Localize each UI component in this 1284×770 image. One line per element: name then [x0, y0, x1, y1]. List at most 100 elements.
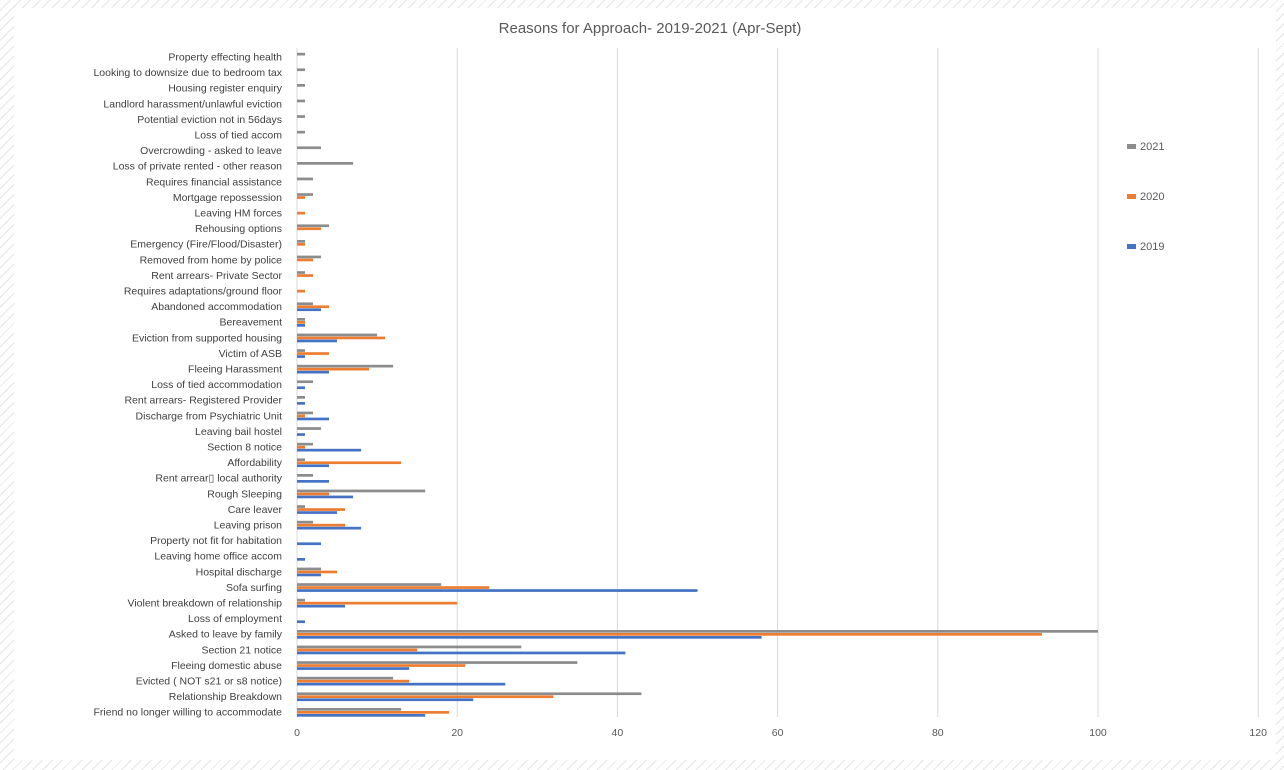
- bar-2019: [297, 433, 306, 436]
- bar-2019: [297, 495, 354, 499]
- bar-2019: [297, 589, 698, 592]
- category-label: Friend no longer willing to accommodate: [93, 707, 282, 719]
- bar-2019: [297, 620, 306, 624]
- category-label: Sofa surfing: [226, 582, 282, 594]
- bar-2019: [297, 573, 322, 577]
- bar-2021: [297, 193, 314, 196]
- bar-2019: [297, 682, 506, 686]
- category-label: Rent arrears- Registered Provider: [124, 395, 282, 407]
- category-label: Evicted ( NOT s21 or s8 notice): [136, 676, 282, 688]
- bar-2021: [297, 583, 442, 586]
- bar-2020: [297, 711, 450, 714]
- category-label: Leaving home office accom: [154, 551, 282, 563]
- bar-2021: [297, 520, 314, 524]
- bar-2021: [297, 411, 314, 415]
- bar-2021: [297, 458, 306, 462]
- bar-2020: [297, 633, 1042, 636]
- bar-2019: [297, 480, 330, 483]
- bar-2020: [297, 274, 314, 277]
- category-label: Fleeing domestic abuse: [171, 660, 282, 672]
- bar-2021: [297, 318, 306, 321]
- bar-2019: [297, 417, 330, 421]
- bar-2021: [297, 68, 306, 72]
- bar-2021: [297, 333, 378, 337]
- x-tick-label: 60: [772, 727, 784, 739]
- bar-2020: [297, 227, 322, 231]
- x-tick-label: 120: [1249, 727, 1267, 739]
- legend-swatch-2021: [1127, 144, 1136, 149]
- bar-2020: [297, 352, 330, 355]
- bar-2021: [297, 567, 322, 571]
- category-label: Relationship Breakdown: [169, 691, 282, 703]
- category-label: Rough Sleeping: [207, 488, 282, 500]
- bar-2019: [297, 667, 410, 670]
- x-tick-label: 80: [932, 727, 944, 739]
- legend-swatch-2019: [1127, 244, 1136, 249]
- bar-2020: [297, 648, 418, 652]
- bar-2019: [297, 511, 338, 514]
- category-label: Care leaver: [228, 504, 283, 516]
- bar-2021: [297, 380, 314, 384]
- category-label: Mortgage repossession: [173, 192, 282, 204]
- gridlines: [296, 48, 1259, 717]
- bar-2020: [297, 243, 306, 246]
- bar-2019: [297, 604, 346, 608]
- category-label: Housing register enquiry: [168, 83, 283, 95]
- bar-2021: [297, 255, 322, 259]
- bar-2019: [297, 636, 762, 639]
- category-label: Looking to downsize due to bedroom tax: [93, 67, 282, 79]
- bar-2021: [297, 349, 306, 352]
- category-label: Rehousing options: [195, 223, 282, 235]
- bar-2021: [297, 177, 314, 181]
- category-label: Eviction from supported housing: [132, 332, 282, 344]
- category-label: Hospital discharge: [196, 566, 283, 578]
- category-label: Leaving bail hostel: [195, 426, 282, 438]
- bar-2020: [297, 196, 306, 199]
- category-label: Landlord harassment/unlawful eviction: [103, 98, 282, 110]
- category-label: Affordability: [227, 457, 282, 469]
- bar-2021: [297, 130, 306, 134]
- bar-2020: [297, 601, 458, 605]
- category-label: Fleeing Harassment: [188, 364, 282, 376]
- bar-2019: [297, 558, 306, 561]
- category-label: Emergency (Fire/Flood/Disaster): [130, 239, 282, 251]
- x-tick-label: 0: [294, 727, 300, 739]
- category-label: Leaving prison: [214, 520, 282, 532]
- bar-2019: [297, 448, 362, 452]
- bar-2019: [297, 324, 306, 327]
- bar-2020: [297, 492, 330, 496]
- x-tick-label: 100: [1089, 727, 1107, 739]
- bar-2020: [297, 679, 410, 683]
- bar-2020: [297, 367, 370, 371]
- bar-2021: [297, 692, 642, 696]
- bar-2021: [297, 598, 306, 602]
- category-label: Bereavement: [220, 317, 283, 329]
- legend-label: 2021: [1140, 141, 1164, 153]
- bar-2021: [297, 505, 306, 508]
- bar-2020: [297, 414, 306, 418]
- category-label: Loss of private rented - other reason: [113, 161, 282, 173]
- bar-2019: [297, 308, 322, 312]
- bar-2021: [297, 146, 322, 150]
- bar-2020: [297, 461, 402, 465]
- category-label: Removed from home by police: [140, 254, 283, 266]
- category-label: Asked to leave by family: [169, 629, 283, 641]
- bar-2021: [297, 115, 306, 118]
- category-label: Requires financial assistance: [146, 176, 282, 188]
- bar-2021: [297, 302, 314, 306]
- legend-swatch-2020: [1127, 194, 1136, 199]
- x-tick-label: 20: [451, 727, 463, 739]
- category-label: Section 21 notice: [201, 644, 282, 656]
- bar-2021: [297, 676, 394, 680]
- bar-2021: [297, 99, 306, 103]
- legend-label: 2019: [1140, 241, 1164, 253]
- category-label: Abandoned accommodation: [151, 301, 282, 313]
- category-label: Property not fit for habitation: [150, 535, 282, 547]
- category-label: Discharge from Psychiatric Unit: [136, 410, 283, 422]
- bar-2021: [297, 364, 394, 368]
- legend: 2021 2020 2019: [1127, 141, 1164, 253]
- bars: [297, 52, 1098, 717]
- bar-2021: [297, 240, 306, 243]
- bar-2020: [297, 445, 306, 449]
